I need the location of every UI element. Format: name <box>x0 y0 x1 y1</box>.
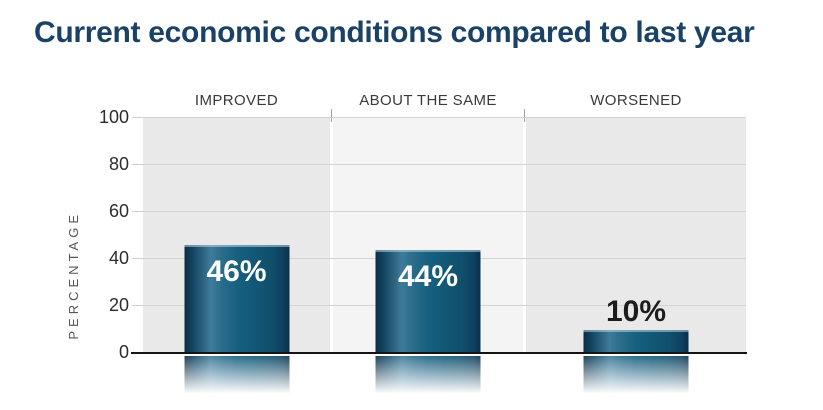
column-about-the-same: ABOUT THE SAME 44% <box>333 92 523 398</box>
gridline <box>143 164 746 165</box>
bar: 46% <box>184 244 289 353</box>
gridline <box>143 211 746 212</box>
bar-reflection <box>583 356 689 398</box>
y-tick-dash <box>132 117 143 118</box>
y-tick-dash <box>132 258 143 259</box>
bar-value-label: 44% <box>397 259 459 293</box>
column-improved: IMPROVED 46% <box>143 92 330 398</box>
column-header: IMPROVED <box>194 92 279 109</box>
bar: 44% <box>375 249 481 353</box>
column-divider-tick <box>331 109 332 122</box>
bar: 10% <box>583 295 689 353</box>
column-header: ABOUT THE SAME <box>359 92 497 109</box>
bar-group: 10% <box>583 118 689 398</box>
column-divider-tick <box>524 109 525 122</box>
column-header: WORSENED <box>590 92 682 109</box>
y-tick-dash <box>132 305 143 306</box>
y-tick-label: 100 <box>98 107 129 127</box>
y-tick-label: 0 <box>118 342 129 362</box>
bar-group: 44% <box>375 118 481 398</box>
y-tick-dash <box>132 164 143 165</box>
bar-value-label: 46% <box>206 254 267 288</box>
bar-reflection <box>184 356 289 398</box>
y-tick-label: 20 <box>108 295 129 315</box>
column-worsened: WORSENED 10% <box>526 92 746 398</box>
y-tick-dash <box>132 211 143 212</box>
y-axis-label: PERCENTAGE <box>65 210 81 340</box>
plot-area: IMPROVED 46% ABOUT THE SAME 44% WORSENED <box>66 92 747 398</box>
y-tick-label: 60 <box>108 201 129 221</box>
bar-value-label: 10% <box>605 294 667 328</box>
bar-group: 46% <box>184 118 289 398</box>
y-tick-label: 40 <box>108 248 129 268</box>
y-tick-label: 80 <box>108 154 129 174</box>
x-axis-line <box>131 351 747 354</box>
chart-title: Current economic conditions compared to … <box>34 16 755 49</box>
bar-reflection <box>375 356 481 398</box>
gridline <box>143 117 746 118</box>
